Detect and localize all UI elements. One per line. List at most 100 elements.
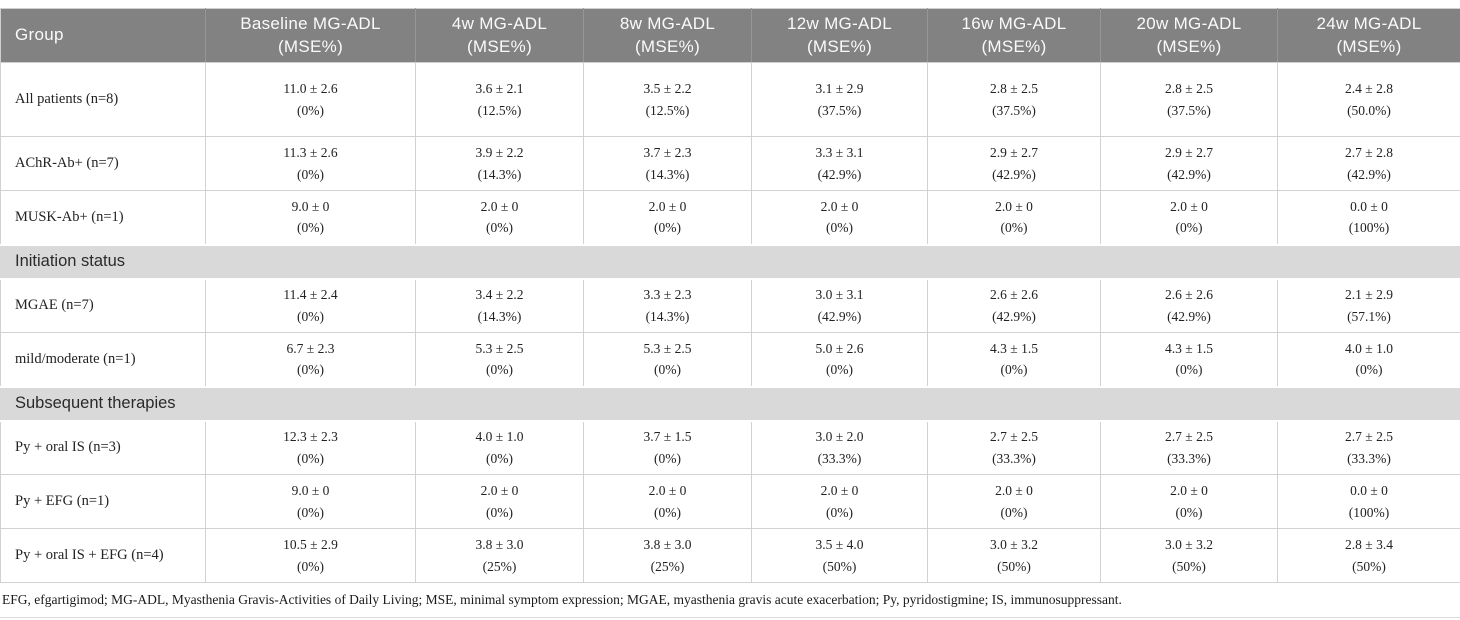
value-cell: 2.7 ± 2.5 (33.3%) — [1277, 420, 1460, 475]
mean-sd-value: 4.0 ± 1.0 — [475, 429, 524, 445]
value-cell: 2.0 ± 0 (0%) — [415, 474, 584, 529]
mse-percentage: (100%) — [1348, 504, 1390, 520]
mean-sd-value: 3.9 ± 2.2 — [475, 144, 524, 160]
column-subtitle: (MSE%) — [466, 36, 533, 56]
row-label: All patients (n=8) — [0, 62, 206, 137]
value-cell: 4.0 ± 1.0 (0%) — [1277, 332, 1460, 387]
mse-percentage: (0%) — [486, 450, 513, 466]
value-cell: 4.3 ± 1.5 (0%) — [927, 332, 1101, 387]
value-cell: 2.9 ± 2.7 (42.9%) — [927, 136, 1101, 191]
value-cell: 2.0 ± 0 (0%) — [583, 474, 752, 529]
mean-sd-value: 2.0 ± 0 — [648, 482, 687, 498]
value-cell: 11.3 ± 2.6 (0%) — [205, 136, 416, 191]
mse-percentage: (14.3%) — [645, 308, 690, 324]
mean-sd-value: 2.1 ± 2.9 — [1345, 287, 1393, 303]
mse-percentage: (0%) — [826, 504, 853, 520]
mean-sd-value: 2.0 ± 0 — [1170, 482, 1208, 498]
column-title: 8w MG-ADL — [619, 13, 716, 33]
column-header-16w: 16w MG-ADL (MSE%) — [927, 8, 1101, 63]
mean-sd-value: 11.0 ± 2.6 — [283, 80, 338, 96]
row-label: Py + oral IS (n=3) — [0, 420, 206, 475]
mean-sd-value: 2.0 ± 0 — [995, 198, 1033, 214]
mean-sd-value: 4.3 ± 1.5 — [1165, 340, 1213, 356]
mse-percentage: (0%) — [486, 220, 513, 236]
column-subtitle: (MSE%) — [1336, 36, 1402, 56]
mean-sd-value: 0.0 ± 0 — [1350, 198, 1388, 214]
mean-sd-value: 2.8 ± 2.5 — [1165, 80, 1213, 96]
table-row: Py + oral IS + EFG (n=4) 10.5 ± 2.9 (0%) 3.… — [0, 528, 1460, 583]
mean-sd-value: 3.0 ± 3.2 — [1165, 536, 1213, 552]
column-header-24w: 24w MG-ADL (MSE%) — [1277, 8, 1460, 63]
value-cell: 3.0 ± 3.2 (50%) — [927, 528, 1101, 583]
mean-sd-value: 4.3 ± 1.5 — [990, 340, 1038, 356]
mse-percentage: (0%) — [654, 450, 681, 466]
section-header-label: Initiation status — [0, 243, 1460, 280]
column-header-4w: 4w MG-ADL (MSE%) — [415, 8, 584, 63]
mean-sd-value: 2.4 ± 2.8 — [1345, 80, 1393, 96]
column-subtitle: (MSE%) — [1156, 36, 1222, 56]
table-header-row: Group Baseline MG-ADL (MSE%) 4w MG-ADL (… — [0, 8, 1460, 63]
mean-sd-value: 3.3 ± 2.3 — [643, 287, 692, 303]
value-cell: 3.0 ± 3.1 (42.9%) — [751, 278, 928, 333]
column-header-group: Group — [0, 8, 206, 63]
mean-sd-value: 5.3 ± 2.5 — [643, 340, 692, 356]
value-cell: 2.7 ± 2.5 (33.3%) — [927, 420, 1101, 475]
mse-percentage: (50%) — [1172, 558, 1206, 574]
mse-percentage: (42.9%) — [1167, 308, 1211, 324]
mse-percentage: (0%) — [1175, 504, 1203, 520]
mean-sd-value: 3.0 ± 3.2 — [990, 536, 1038, 552]
mean-sd-value: 10.5 ± 2.9 — [283, 536, 338, 552]
mse-percentage: (33.3%) — [992, 450, 1036, 466]
mean-sd-value: 2.8 ± 2.5 — [990, 80, 1038, 96]
value-cell: 9.0 ± 0 (0%) — [205, 190, 416, 245]
table-row: mild/moderate (n=1) 6.7 ± 2.3 (0%) 5.3 ± 2.… — [0, 332, 1460, 387]
mse-percentage: (14.3%) — [477, 308, 522, 324]
column-subtitle: (MSE%) — [981, 36, 1047, 56]
mse-percentage: (0%) — [654, 220, 681, 236]
value-cell: 12.3 ± 2.3 (0%) — [205, 420, 416, 475]
value-cell: 2.7 ± 2.5 (33.3%) — [1100, 420, 1278, 475]
value-cell: 3.7 ± 2.3 (14.3%) — [583, 136, 752, 191]
mean-sd-value: 3.4 ± 2.2 — [475, 287, 524, 303]
mse-percentage: (0%) — [1000, 362, 1028, 378]
mse-percentage: (100%) — [1348, 220, 1390, 236]
value-cell: 9.0 ± 0 (0%) — [205, 474, 416, 529]
row-label: MGAE (n=7) — [0, 278, 206, 333]
mse-percentage: (50%) — [1352, 558, 1386, 574]
mean-sd-value: 2.0 ± 0 — [820, 482, 859, 498]
mean-sd-value: 3.8 ± 3.0 — [475, 536, 524, 552]
mean-sd-value: 4.0 ± 1.0 — [1345, 340, 1393, 356]
mse-percentage: (33.3%) — [817, 450, 862, 466]
column-header-baseline: Baseline MG-ADL (MSE%) — [205, 8, 416, 63]
column-title: 20w MG-ADL — [1136, 13, 1242, 33]
mse-percentage: (0%) — [297, 102, 324, 118]
mse-percentage: (42.9%) — [1347, 166, 1391, 182]
column-header-8w: 8w MG-ADL (MSE%) — [583, 8, 752, 63]
mse-percentage: (0%) — [1000, 504, 1028, 520]
value-cell: 3.1 ± 2.9 (37.5%) — [751, 62, 928, 137]
mean-sd-value: 3.7 ± 2.3 — [643, 144, 692, 160]
column-subtitle: (MSE%) — [277, 36, 344, 56]
value-cell: 2.7 ± 2.8 (42.9%) — [1277, 136, 1460, 191]
mse-percentage: (33.3%) — [1167, 450, 1211, 466]
table-row: MGAE (n=7) 11.4 ± 2.4 (0%) 3.4 ± 2.2 (14.3%)… — [0, 278, 1460, 333]
mse-percentage: (0%) — [486, 504, 513, 520]
mean-sd-value: 3.3 ± 3.1 — [815, 144, 864, 160]
mse-percentage: (12.5%) — [477, 102, 522, 118]
value-cell: 2.1 ± 2.9 (57.1%) — [1277, 278, 1460, 333]
mse-percentage: (50.0%) — [1347, 102, 1391, 118]
mse-percentage: (33.3%) — [1347, 450, 1391, 466]
value-cell: 3.5 ± 2.2 (12.5%) — [583, 62, 752, 137]
mse-percentage: (14.3%) — [645, 166, 690, 182]
value-cell: 3.6 ± 2.1 (12.5%) — [415, 62, 584, 137]
value-cell: 3.3 ± 3.1 (42.9%) — [751, 136, 928, 191]
mse-percentage: (0%) — [297, 166, 324, 182]
table-row: AChR-Ab+ (n=7) 11.3 ± 2.6 (0%) 3.9 ± 2.2 (14… — [0, 136, 1460, 191]
mse-percentage: (0%) — [297, 220, 324, 236]
mse-percentage: (50%) — [822, 558, 857, 574]
row-label: mild/moderate (n=1) — [0, 332, 206, 387]
mean-sd-value: 9.0 ± 0 — [291, 198, 330, 214]
value-cell: 0.0 ± 0 (100%) — [1277, 190, 1460, 245]
mse-percentage: (37.5%) — [1167, 102, 1211, 118]
